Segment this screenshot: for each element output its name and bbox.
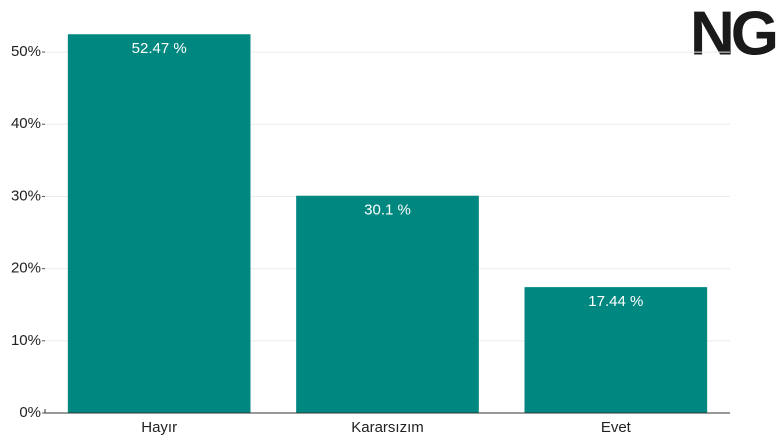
data-label: 52.47 % [132,40,187,57]
y-tick-label: 10% [11,332,41,349]
y-tick-label: 20% [11,260,41,277]
x-tick-label: Kararsızım [351,419,424,436]
bar [524,287,708,413]
bar [296,195,479,413]
y-tick-label: 40% [11,115,41,132]
data-label: 17.44 % [588,293,643,310]
y-tick-label: 50% [11,43,41,60]
logo: NG [690,0,776,68]
y-tick-label: 30% [11,187,41,204]
data-label: 30.1 % [364,202,411,219]
y-tick-label: 0% [19,404,41,421]
x-tick-label: Evet [601,419,632,436]
bar [67,34,251,414]
x-tick-label: Hayır [141,419,177,436]
